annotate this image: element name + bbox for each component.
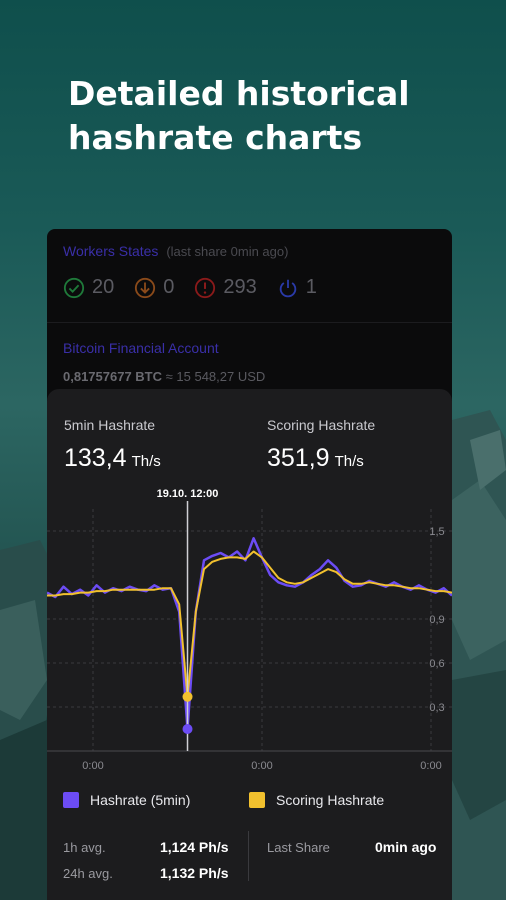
background-rocks [0,410,506,900]
workers-disabled-count: 1 [305,276,317,298]
balance-btc: 0,81757677 BTC [63,369,163,384]
alert-circle-icon [195,277,216,298]
series-scoring-line [47,550,452,698]
legend-scoring-swatch [249,792,265,808]
workers-offline-count: 293 [223,276,257,298]
five-min-hashrate-number: 133,4 [64,444,127,472]
legend-hashrate[interactable]: Hashrate (5min) [63,792,190,808]
balance-usd: ≈ 15 548,27 USD [165,369,266,384]
power-icon [279,279,296,297]
workers-states-row: 20 0 293 1 [63,276,337,299]
hashrate-chart[interactable]: 19.10. 12:00 1,5 0,9 0,6 0,3 0:00 0:00 0:00 [47,481,452,781]
crosshair-point-hashrate [182,724,193,734]
crosshair-point-scoring [182,691,193,702]
workers-active[interactable]: 20 [63,276,114,299]
account-summary-card: Workers States (last share 0min ago) 20 … [47,229,452,419]
card-divider [47,322,452,323]
y-tick-label-0: 1,5 [429,526,444,538]
workers-offline[interactable]: 293 [194,276,257,299]
legend-scoring[interactable]: Scoring Hashrate [249,792,384,808]
workers-low-count: 0 [163,276,175,298]
five-min-hashrate-unit: Th/s [131,453,161,470]
last-share-value: 0min ago [375,839,437,855]
workers-states-label: Workers States [63,243,159,259]
scoring-hashrate-number: 351,9 [267,444,330,472]
avg-1h-value: 1,124 Ph/s [160,839,229,855]
avg-24h-label: 24h avg. [63,866,113,881]
scoring-hashrate-value: 351,9 Th/s [267,444,364,473]
workers-active-count: 20 [92,276,115,298]
stats-separator [248,831,249,881]
scoring-hashrate-label: Scoring Hashrate [267,417,376,433]
x-tick-label-1: 0:00 [251,760,272,772]
legend-hashrate-swatch [63,792,79,808]
avg-1h-label: 1h avg. [63,840,106,855]
financial-account-title[interactable]: Bitcoin Financial Account [63,340,219,356]
workers-disabled[interactable]: 1 [277,276,317,299]
workers-states-subtitle: (last share 0min ago) [166,244,289,259]
financial-account-balance: 0,81757677 BTC ≈ 15 548,27 USD [63,369,265,384]
workers-states-title[interactable]: Workers States (last share 0min ago) [63,243,288,259]
hashrate-card: 5min Hashrate 133,4 Th/s Scoring Hashrate… [47,389,452,900]
legend-hashrate-label: Hashrate (5min) [90,792,191,808]
x-tick-label-0: 0:00 [82,760,103,772]
legend-scoring-label: Scoring Hashrate [276,792,385,808]
avg-24h-value: 1,132 Ph/s [160,865,229,881]
crosshair-tooltip-label: 19.10. 12:00 [157,488,219,500]
five-min-hashrate-value: 133,4 Th/s [64,444,161,473]
last-share-label: Last Share [267,840,330,855]
series-hashrate-line [47,537,452,731]
five-min-hashrate-label: 5min Hashrate [64,417,156,433]
headline: Detailed historical hashrate charts [68,74,410,157]
x-tick-label-2: 0:00 [420,760,441,772]
y-tick-label-1: 0,9 [429,614,444,626]
y-tick-label-3: 0,3 [429,702,444,714]
workers-low[interactable]: 0 [134,276,174,299]
check-circle-icon [63,277,85,298]
y-tick-label-2: 0,6 [429,658,444,670]
arrow-down-circle-icon [135,277,156,298]
scoring-hashrate-unit: Th/s [334,453,364,470]
